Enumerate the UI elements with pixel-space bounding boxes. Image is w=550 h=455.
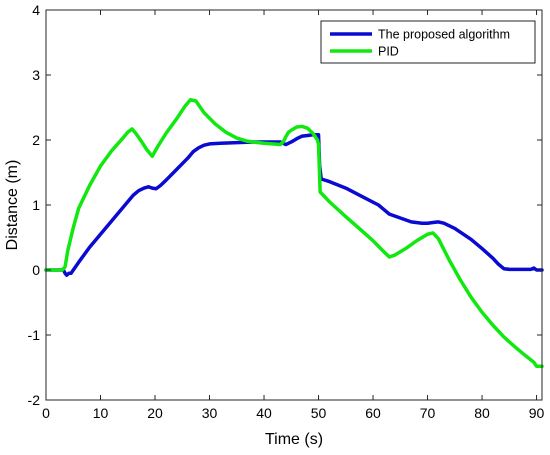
x-tick-label: 60 [365,405,381,421]
y-tick-label: 0 [32,262,40,278]
y-tick-label: -2 [28,392,41,408]
legend: The proposed algorithm PID [320,20,536,64]
x-tick-label: 80 [474,405,490,421]
y-tick-label: -1 [28,327,41,343]
y-axis-ticks: -2 -1 0 1 2 3 4 [28,2,542,408]
x-tick-label: 70 [420,405,436,421]
x-tick-label: 0 [42,405,50,421]
x-tick-label: 20 [147,405,163,421]
x-tick-label: 30 [202,405,218,421]
series-line-the-proposed-algorithm [44,133,544,277]
x-tick-label: 40 [256,405,272,421]
x-tick-label: 90 [529,405,545,421]
x-tick-label: 50 [311,405,327,421]
x-axis-label: Time (s) [265,431,323,448]
y-tick-label: 4 [32,2,40,18]
y-tick-label: 3 [32,67,40,83]
y-tick-label: 2 [32,132,40,148]
y-axis-label: Distance (m) [4,160,21,251]
legend-label-proposed-algorithm: The proposed algorithm [378,28,510,42]
plot-lines [44,97,544,368]
axes-box [45,9,543,401]
series-line-pid [44,97,544,368]
x-axis-ticks: 0 10 20 30 40 50 60 70 80 90 [42,10,545,421]
x-tick-label: 10 [93,405,109,421]
y-tick-label: 1 [32,197,40,213]
legend-box [320,20,536,64]
legend-label-pid: PID [378,45,399,59]
